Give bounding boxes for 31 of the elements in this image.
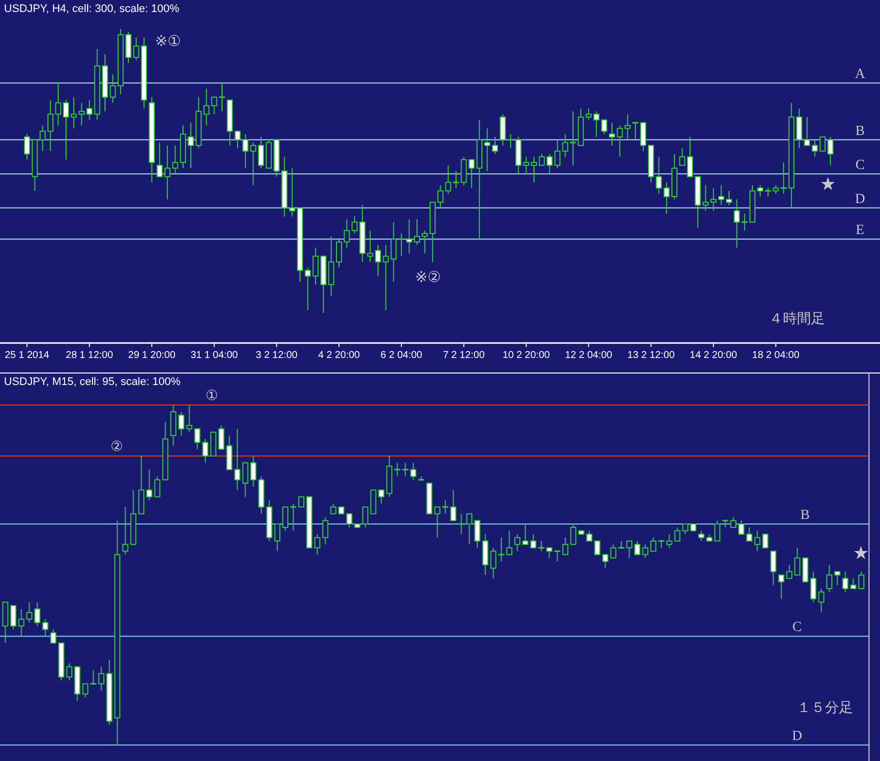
x-tick-label: 29 1 20:00	[128, 350, 176, 361]
x-tick-label: 14 2 20:00	[690, 350, 738, 361]
annotation: ※①	[154, 32, 182, 50]
x-tick-label: 3 2 12:00	[256, 350, 298, 361]
x-tick-label: 4 2 20:00	[318, 350, 360, 361]
x-tick-label: 18 2 04:00	[752, 350, 800, 361]
ref-line-label: ②	[110, 440, 124, 455]
annotation: １５分足	[797, 700, 853, 716]
x-tick-label: 10 2 20:00	[502, 350, 550, 361]
chart-title: USDJPY, H4, cell: 300, scale: 100%	[4, 3, 180, 15]
x-tick-label: 6 2 04:00	[380, 350, 423, 361]
ref-line-label: B	[855, 124, 865, 139]
x-tick-label: 13 2 12:00	[627, 350, 676, 361]
ref-line-label: D	[792, 729, 802, 744]
x-tick-label: 25 1 2014	[4, 350, 50, 361]
ref-line-label: ①	[206, 389, 218, 404]
x-tick-label: 31 1 04:00	[190, 350, 238, 361]
annotation: ４時間足	[769, 311, 825, 327]
annotation: ※②	[414, 268, 442, 286]
x-tick-label: 12 2 04:00	[564, 350, 613, 361]
ref-line-label: C	[855, 158, 865, 173]
annotation: ★	[820, 174, 836, 195]
ref-line-label: B	[800, 508, 810, 523]
annotation: ★	[852, 543, 870, 564]
ref-line-label: D	[854, 192, 866, 207]
x-tick-label: 28 1 12:00	[66, 350, 114, 361]
ref-line-label: A	[854, 66, 866, 82]
chart-title: USDJPY, M15, cell: 95, scale: 100%	[4, 376, 181, 388]
ref-line-label: C	[792, 620, 802, 636]
ref-line-label: E	[856, 223, 864, 238]
x-tick-label: 7 2 12:00	[442, 350, 486, 361]
